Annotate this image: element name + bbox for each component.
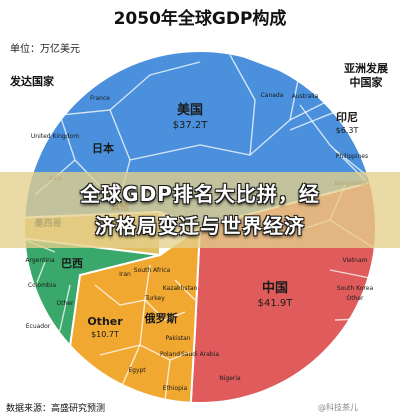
cell-label-1-1: 印尼 xyxy=(336,111,358,124)
watermark: @科技茶儿 xyxy=(318,403,358,412)
cell-label-1-5: South Korea xyxy=(337,285,374,292)
cell-border-10 xyxy=(299,104,346,161)
cell-label-2-6: Pakistan xyxy=(165,335,190,342)
cell-label-0-2: France xyxy=(90,95,110,102)
cell-border-1 xyxy=(117,54,256,206)
cell-label-0-3: United Kingdom xyxy=(31,133,79,140)
cell-label-3-3: Colombia xyxy=(28,282,57,289)
cell-label-0-6: Australia xyxy=(292,93,319,100)
data-source: 数据来源：高盛研究预测 xyxy=(6,404,106,414)
banner-line-1: 全球GDP排名大比拼，经 xyxy=(80,182,320,206)
cell-label-2-3: Turkey xyxy=(144,295,165,302)
cell-label-2-7: Saudi Arabia xyxy=(181,351,219,358)
cell-label-1-6: Other xyxy=(346,295,364,302)
cell-label-2-11: Iran xyxy=(119,271,131,278)
cell-label-2-1: 俄罗斯 xyxy=(144,311,178,325)
group-label-developed: 发达国家 xyxy=(10,75,54,88)
cell-label-1-0: 中国 xyxy=(262,280,288,296)
cell-label-1-1-value: $6.3T xyxy=(336,126,359,135)
cell-border-16 xyxy=(94,264,151,306)
cell-border-20 xyxy=(164,359,171,401)
chart-title: 2050年全球GDP构成 xyxy=(113,9,287,29)
cell-label-1-2: Philippines xyxy=(336,153,368,160)
cell-border-22 xyxy=(174,279,196,301)
cell-label-0-1: 日本 xyxy=(92,141,114,155)
cell-label-2-5: Nigeria xyxy=(219,375,241,382)
cell-label-2-10: Kazakhstan xyxy=(163,285,198,292)
cell-label-2-8: Ethiopia xyxy=(163,385,188,392)
cell-label-0-5: Canada xyxy=(261,92,284,99)
cell-label-0-0-value: $37.2T xyxy=(173,120,209,131)
cell-border-17 xyxy=(144,299,186,321)
cell-label-2-0-value: $10.7T xyxy=(91,330,119,339)
cell-label-2-4: Poland xyxy=(160,351,180,358)
cell-border-21 xyxy=(119,344,141,391)
group-label-asia-line2: 中国家 xyxy=(349,76,383,89)
cell-border-9 xyxy=(334,149,376,191)
cell-label-3-5: Ecuador xyxy=(26,323,51,330)
banner-line-2: 济格局变迁与世界经济 xyxy=(95,214,305,238)
unit-label: 单位：万亿美元 xyxy=(10,44,80,55)
cell-label-1-0-value: $41.9T xyxy=(258,298,294,309)
cell-label-3-1: 巴西 xyxy=(61,257,83,270)
group-label-asia: 亚洲发展 中国家 xyxy=(338,62,394,90)
cell-label-1-4: Vietnam xyxy=(342,257,367,264)
group-label-asia-line1: 亚洲发展 xyxy=(344,62,388,75)
cell-label-3-2: Argentina xyxy=(25,257,55,264)
cell-label-2-9: South Africa xyxy=(134,267,171,274)
cell-label-2-2: Egypt xyxy=(128,367,146,374)
cell-label-3-4: Other xyxy=(56,300,74,307)
overlay-banner: 全球GDP排名大比拼，经 济格局变迁与世界经济 xyxy=(0,172,400,248)
cell-label-0-0: 美国 xyxy=(177,102,203,118)
cell-border-24 xyxy=(24,299,31,311)
cell-border-3 xyxy=(109,61,201,111)
cell-label-2-0: Other xyxy=(87,315,123,328)
